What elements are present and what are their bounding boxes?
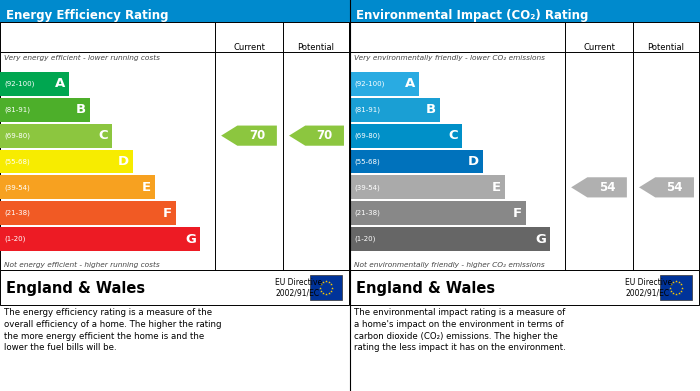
Bar [350, 124, 462, 147]
Bar [350, 98, 440, 122]
Text: Very environmentally friendly - lower CO₂ emissions: Very environmentally friendly - lower CO… [354, 55, 545, 61]
Text: EU Directive
2002/91/EC: EU Directive 2002/91/EC [275, 278, 322, 298]
Text: 54: 54 [599, 181, 615, 194]
Text: 54: 54 [666, 181, 683, 194]
Bar [350, 201, 526, 225]
Bar [350, 0, 700, 22]
Bar [350, 72, 419, 96]
Bar [350, 150, 483, 174]
Text: Potential: Potential [648, 43, 685, 52]
Text: Energy Efficiency Rating: Energy Efficiency Rating [6, 9, 169, 22]
Text: E: E [141, 181, 150, 194]
Text: (39-54): (39-54) [354, 184, 379, 190]
Text: (1-20): (1-20) [4, 236, 25, 242]
Text: Potential: Potential [298, 43, 335, 52]
Bar [0, 22, 349, 270]
Bar [0, 270, 349, 305]
Text: Very energy efficient - lower running costs: Very energy efficient - lower running co… [4, 55, 160, 61]
Text: C: C [448, 129, 458, 142]
Text: (69-80): (69-80) [354, 133, 380, 139]
Bar [310, 275, 342, 300]
Text: (92-100): (92-100) [354, 81, 384, 87]
Text: F: F [513, 207, 522, 220]
Text: Current: Current [583, 43, 615, 52]
Text: (55-68): (55-68) [354, 158, 379, 165]
Bar [660, 275, 692, 300]
Bar [350, 176, 505, 199]
Bar [0, 124, 112, 147]
Text: (55-68): (55-68) [4, 158, 29, 165]
Bar [0, 150, 133, 174]
Text: A: A [405, 77, 415, 90]
Text: G: G [535, 233, 546, 246]
Text: The environmental impact rating is a measure of
a home's impact on the environme: The environmental impact rating is a mea… [354, 308, 566, 352]
Bar [0, 22, 349, 52]
Bar [350, 22, 699, 270]
Text: Not energy efficient - higher running costs: Not energy efficient - higher running co… [4, 262, 160, 268]
Bar [350, 270, 699, 305]
Text: (92-100): (92-100) [4, 81, 34, 87]
Text: (69-80): (69-80) [4, 133, 30, 139]
Bar [350, 22, 699, 52]
Polygon shape [221, 126, 277, 146]
Bar [350, 227, 550, 251]
Text: D: D [468, 155, 480, 168]
Text: (21-38): (21-38) [4, 210, 30, 217]
Text: B: B [76, 103, 86, 116]
Text: England & Wales: England & Wales [6, 282, 145, 296]
Text: G: G [185, 233, 196, 246]
Text: B: B [426, 103, 436, 116]
Text: EU Directive
2002/91/EC: EU Directive 2002/91/EC [625, 278, 672, 298]
Bar [0, 201, 176, 225]
Text: (1-20): (1-20) [354, 236, 375, 242]
Text: England & Wales: England & Wales [356, 282, 495, 296]
Text: E: E [491, 181, 500, 194]
Text: 70: 70 [316, 129, 332, 142]
Bar [0, 72, 69, 96]
Polygon shape [571, 177, 627, 197]
Text: (21-38): (21-38) [354, 210, 380, 217]
Bar [0, 98, 90, 122]
Text: The energy efficiency rating is a measure of the
overall efficiency of a home. T: The energy efficiency rating is a measur… [4, 308, 221, 352]
Text: D: D [118, 155, 130, 168]
Bar [0, 227, 200, 251]
Polygon shape [639, 177, 694, 197]
Text: (81-91): (81-91) [4, 106, 30, 113]
Text: Not environmentally friendly - higher CO₂ emissions: Not environmentally friendly - higher CO… [354, 262, 545, 268]
Text: Current: Current [233, 43, 265, 52]
Text: C: C [98, 129, 108, 142]
Text: F: F [163, 207, 172, 220]
Text: 70: 70 [249, 129, 265, 142]
Bar [0, 176, 155, 199]
Text: (81-91): (81-91) [354, 106, 380, 113]
Text: A: A [55, 77, 65, 90]
Text: Environmental Impact (CO₂) Rating: Environmental Impact (CO₂) Rating [356, 9, 589, 22]
Text: (39-54): (39-54) [4, 184, 29, 190]
Polygon shape [289, 126, 344, 146]
Bar [0, 0, 350, 22]
